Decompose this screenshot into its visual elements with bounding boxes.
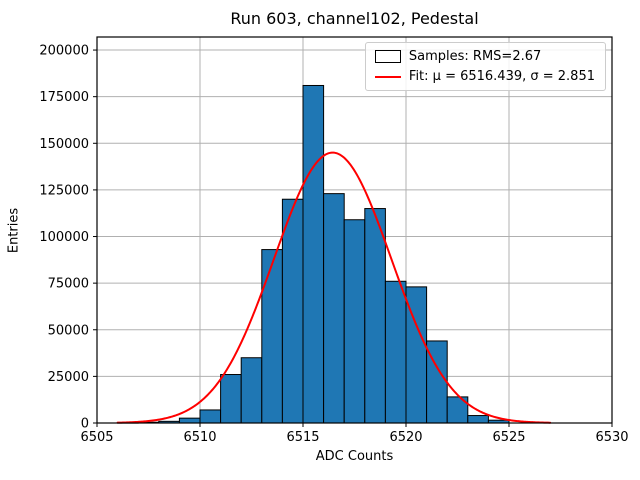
histogram-bar <box>384 280 407 424</box>
y-tick-label: 150000 <box>39 137 89 152</box>
x-tick-label: 6515 <box>286 430 319 445</box>
legend-label-fit: Fit: μ = 6516.439, σ = 2.851 <box>408 69 595 84</box>
y-axis-label: Entries <box>6 207 22 254</box>
histogram-swatch-icon <box>374 50 401 63</box>
x-tick-label: 6510 <box>183 430 216 445</box>
x-axis-label: ADC Counts <box>315 449 394 464</box>
x-tick-label: 6525 <box>492 430 525 445</box>
y-tick-label: 175000 <box>39 90 89 105</box>
legend-entry-samples: Samples: RMS=2.67 <box>374 49 595 64</box>
y-tick-label: 25000 <box>48 370 89 385</box>
legend-label-samples: Samples: RMS=2.67 <box>408 49 542 64</box>
y-tick-label: 50000 <box>48 323 89 338</box>
fit-line-swatch-icon <box>374 75 401 78</box>
chart-title: Run 603, channel102, Pedestal <box>230 9 479 28</box>
y-tick-label: 75000 <box>48 277 89 292</box>
histogram-bar <box>240 357 263 424</box>
axes-spines <box>96 36 613 424</box>
x-tick-label: 6505 <box>80 430 113 445</box>
histogram-bar <box>281 198 304 424</box>
histogram-bar <box>302 84 325 424</box>
y-tick-label: 100000 <box>39 230 89 245</box>
x-tick-label: 6520 <box>389 430 422 445</box>
histogram-bar <box>364 208 386 424</box>
histogram-bar <box>343 219 366 424</box>
histogram-bar <box>261 249 283 424</box>
y-tick-label: 200000 <box>39 44 89 59</box>
histogram-bar <box>323 193 345 424</box>
histogram-bar <box>220 374 242 424</box>
x-tick-label: 6530 <box>595 430 628 445</box>
y-tick-label: 0 <box>81 417 89 432</box>
legend: Samples: RMS=2.67 Fit: μ = 6516.439, σ =… <box>364 42 606 91</box>
histogram-bar <box>467 415 489 424</box>
fit-curve <box>116 151 552 424</box>
histogram-bar <box>178 417 201 424</box>
legend-entry-fit: Fit: μ = 6516.439, σ = 2.851 <box>374 69 595 84</box>
y-tick-label: 125000 <box>39 183 89 198</box>
histogram-bar <box>199 409 222 424</box>
